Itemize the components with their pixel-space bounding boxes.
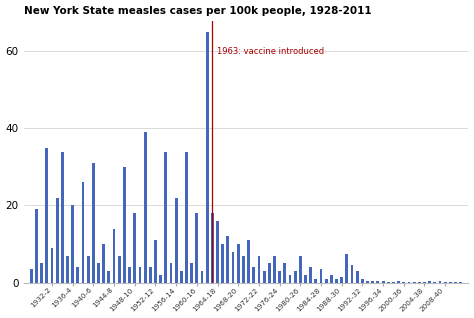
Bar <box>314 279 317 283</box>
Bar <box>175 198 178 283</box>
Bar <box>185 152 188 283</box>
Bar <box>361 279 364 283</box>
Bar <box>330 275 333 283</box>
Bar <box>454 282 457 283</box>
Bar <box>195 213 198 283</box>
Bar <box>309 267 312 283</box>
Bar <box>423 282 426 283</box>
Bar <box>133 213 136 283</box>
Bar <box>190 263 193 283</box>
Bar <box>413 282 416 283</box>
Bar <box>40 263 43 283</box>
Bar <box>206 32 209 283</box>
Bar <box>211 213 214 283</box>
Bar <box>278 271 281 283</box>
Bar <box>433 282 436 283</box>
Bar <box>428 281 431 283</box>
Bar <box>149 267 152 283</box>
Bar <box>449 282 452 283</box>
Bar <box>408 282 410 283</box>
Bar <box>392 282 395 283</box>
Bar <box>325 279 328 283</box>
Bar <box>351 265 354 283</box>
Bar <box>242 256 245 283</box>
Bar <box>387 282 390 283</box>
Bar <box>154 240 157 283</box>
Bar <box>382 281 384 283</box>
Bar <box>232 252 235 283</box>
Bar <box>227 236 229 283</box>
Bar <box>335 279 338 283</box>
Bar <box>252 267 255 283</box>
Bar <box>123 167 126 283</box>
Bar <box>92 163 95 283</box>
Text: New York State measles cases per 100k people, 1928-2011: New York State measles cases per 100k pe… <box>24 5 371 16</box>
Bar <box>294 271 297 283</box>
Bar <box>299 256 302 283</box>
Bar <box>144 132 146 283</box>
Bar <box>247 240 250 283</box>
Bar <box>237 244 240 283</box>
Bar <box>46 148 48 283</box>
Bar <box>170 263 173 283</box>
Bar <box>108 271 110 283</box>
Bar <box>76 267 79 283</box>
Bar <box>201 271 203 283</box>
Bar <box>71 205 74 283</box>
Bar <box>35 209 38 283</box>
Bar <box>128 267 131 283</box>
Bar <box>82 182 84 283</box>
Bar <box>438 281 441 283</box>
Bar <box>283 263 286 283</box>
Bar <box>356 271 359 283</box>
Bar <box>273 256 276 283</box>
Bar <box>51 248 54 283</box>
Bar <box>263 271 265 283</box>
Bar <box>340 277 343 283</box>
Bar <box>376 281 379 283</box>
Text: 1963: vaccine introduced: 1963: vaccine introduced <box>217 47 324 57</box>
Bar <box>30 269 33 283</box>
Bar <box>268 263 271 283</box>
Bar <box>113 229 116 283</box>
Bar <box>221 244 224 283</box>
Bar <box>397 281 400 283</box>
Bar <box>56 198 59 283</box>
Bar <box>61 152 64 283</box>
Bar <box>289 275 292 283</box>
Bar <box>346 254 348 283</box>
Bar <box>164 152 167 283</box>
Bar <box>87 256 90 283</box>
Bar <box>459 282 462 283</box>
Bar <box>418 282 421 283</box>
Bar <box>159 275 162 283</box>
Bar <box>402 282 405 283</box>
Bar <box>371 281 374 283</box>
Bar <box>444 282 447 283</box>
Bar <box>216 221 219 283</box>
Bar <box>66 256 69 283</box>
Bar <box>257 256 260 283</box>
Bar <box>102 244 105 283</box>
Bar <box>180 271 183 283</box>
Bar <box>366 280 369 283</box>
Bar <box>304 275 307 283</box>
Bar <box>138 267 141 283</box>
Bar <box>97 263 100 283</box>
Bar <box>319 269 322 283</box>
Bar <box>118 256 121 283</box>
